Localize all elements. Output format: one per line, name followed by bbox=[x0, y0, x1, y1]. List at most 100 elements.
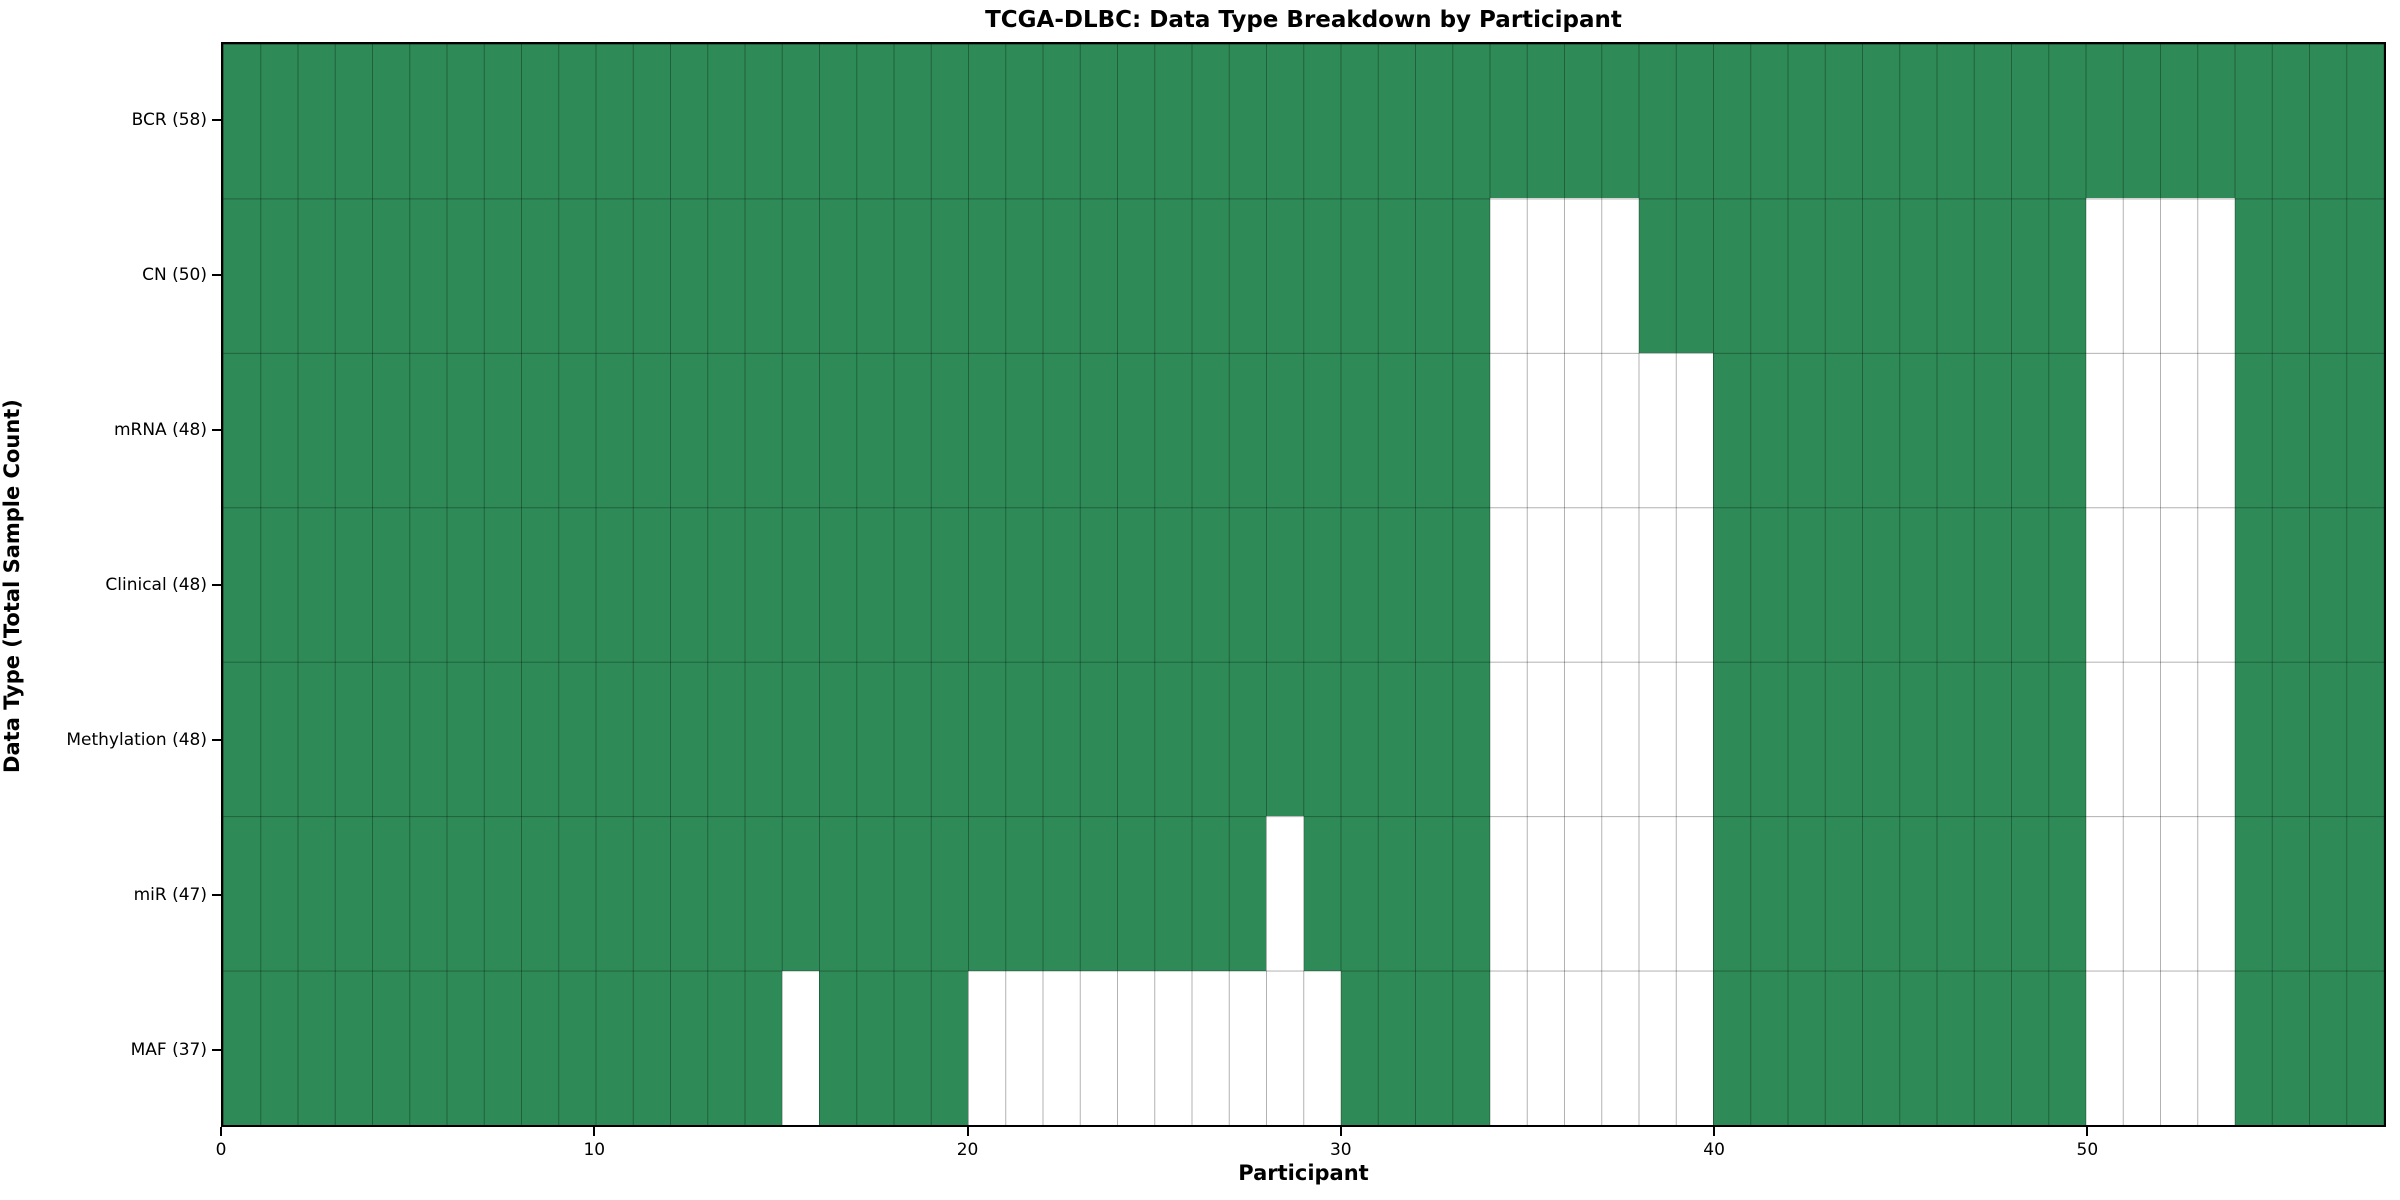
heatmap-cell bbox=[595, 198, 633, 353]
heatmap-cell bbox=[223, 44, 261, 199]
heatmap-cell bbox=[2309, 44, 2347, 199]
heatmap-cell bbox=[2346, 816, 2384, 971]
heatmap-cell bbox=[2160, 352, 2198, 508]
heatmap-cell bbox=[856, 816, 894, 971]
x-tick-label: 10 bbox=[583, 1140, 606, 1160]
heatmap-cell bbox=[2272, 44, 2310, 199]
heatmap-cell bbox=[2123, 198, 2161, 353]
heatmap-cell bbox=[1825, 507, 1863, 662]
y-tick-label-methylation: Methylation (48) bbox=[66, 729, 207, 750]
heatmap-cell bbox=[1974, 970, 2012, 1125]
heatmap-cell bbox=[1564, 198, 1602, 353]
heatmap-cell bbox=[260, 970, 298, 1125]
heatmap-cell bbox=[2197, 198, 2235, 353]
heatmap-cell bbox=[930, 507, 969, 662]
heatmap-cell bbox=[1713, 970, 1751, 1125]
heatmap-cell bbox=[744, 970, 782, 1125]
heatmap-cell bbox=[1303, 661, 1341, 817]
heatmap-cell bbox=[1191, 507, 1229, 662]
heatmap-cell bbox=[1489, 352, 1528, 508]
heatmap-cell bbox=[1117, 352, 1155, 508]
heatmap-cell bbox=[409, 507, 447, 662]
heatmap-cell bbox=[632, 198, 671, 353]
heatmap-cell bbox=[1340, 352, 1379, 508]
heatmap-cell bbox=[297, 352, 335, 508]
heatmap-cell bbox=[1228, 44, 1267, 199]
heatmap-cell bbox=[632, 507, 671, 662]
heatmap-cell bbox=[2160, 661, 2198, 817]
heatmap-cell bbox=[632, 44, 671, 199]
y-tick-label-cn: CN (50) bbox=[142, 264, 207, 285]
heatmap-cell bbox=[2197, 816, 2235, 971]
heatmap-cell bbox=[1005, 44, 1043, 199]
heatmap-cell bbox=[372, 507, 410, 662]
heatmap-cell bbox=[1266, 352, 1304, 508]
heatmap-cell bbox=[707, 970, 745, 1125]
heatmap-cell bbox=[819, 507, 857, 662]
heatmap-cell bbox=[1638, 198, 1677, 353]
heatmap-cell bbox=[1638, 970, 1677, 1125]
x-tick-label: 0 bbox=[215, 1140, 227, 1160]
heatmap-cell bbox=[1415, 661, 1453, 817]
heatmap-cell bbox=[707, 352, 745, 508]
heatmap-cell bbox=[409, 198, 447, 353]
heatmap-cell bbox=[1601, 661, 1639, 817]
heatmap-cell bbox=[893, 44, 931, 199]
heatmap-cell bbox=[2048, 198, 2086, 353]
heatmap-cell bbox=[2011, 352, 2049, 508]
heatmap-cell bbox=[1303, 816, 1341, 971]
heatmap-cell bbox=[558, 198, 596, 353]
heatmap-cell bbox=[2160, 198, 2198, 353]
y-tick-mark bbox=[212, 118, 221, 121]
heatmap-cell bbox=[1750, 44, 1788, 199]
heatmap-cell bbox=[1452, 198, 1490, 353]
heatmap-cell bbox=[781, 44, 820, 199]
heatmap-cell bbox=[297, 661, 335, 817]
heatmap-cell bbox=[409, 661, 447, 817]
heatmap-cell bbox=[1899, 198, 1937, 353]
heatmap-cell bbox=[2309, 352, 2347, 508]
heatmap-cell bbox=[893, 816, 931, 971]
heatmap-cell bbox=[1936, 661, 1975, 817]
heatmap-cell bbox=[1452, 507, 1490, 662]
heatmap-cell bbox=[409, 970, 447, 1125]
heatmap-cell bbox=[2234, 44, 2273, 199]
heatmap-cell bbox=[893, 198, 931, 353]
heatmap-cell bbox=[968, 352, 1006, 508]
heatmap-cell bbox=[595, 352, 633, 508]
heatmap-cell bbox=[223, 198, 261, 353]
heatmap-cell bbox=[819, 661, 857, 817]
heatmap-cell bbox=[2346, 507, 2384, 662]
heatmap-cell bbox=[1117, 970, 1155, 1125]
heatmap-cell bbox=[1154, 507, 1192, 662]
heatmap-cell bbox=[1340, 970, 1379, 1125]
heatmap-cell bbox=[297, 507, 335, 662]
heatmap-cell bbox=[446, 198, 484, 353]
heatmap-cell bbox=[2085, 44, 2124, 199]
heatmap-cell bbox=[1974, 507, 2012, 662]
heatmap-cell bbox=[372, 661, 410, 817]
heatmap-cell bbox=[334, 507, 373, 662]
heatmap-cell bbox=[446, 507, 484, 662]
heatmap-cell bbox=[744, 352, 782, 508]
heatmap-cell bbox=[1042, 816, 1080, 971]
heatmap-cell bbox=[968, 970, 1006, 1125]
heatmap-cell bbox=[1974, 816, 2012, 971]
heatmap-cell bbox=[2272, 661, 2310, 817]
heatmap-cell bbox=[521, 661, 559, 817]
heatmap-cell bbox=[744, 198, 782, 353]
heatmap-cell bbox=[483, 970, 522, 1125]
heatmap-cell bbox=[1303, 970, 1341, 1125]
heatmap-cell bbox=[2234, 970, 2273, 1125]
heatmap-cell bbox=[1340, 661, 1379, 817]
heatmap-cell bbox=[2123, 352, 2161, 508]
heatmap-cell bbox=[1005, 661, 1043, 817]
heatmap-cell bbox=[1079, 44, 1118, 199]
heatmap-cell bbox=[1415, 44, 1453, 199]
heatmap-cell bbox=[1638, 661, 1677, 817]
heatmap-cell bbox=[1713, 44, 1751, 199]
heatmap-cell bbox=[1266, 44, 1304, 199]
heatmap-cell bbox=[2197, 970, 2235, 1125]
heatmap-cell bbox=[1079, 661, 1118, 817]
heatmap-cell bbox=[819, 44, 857, 199]
